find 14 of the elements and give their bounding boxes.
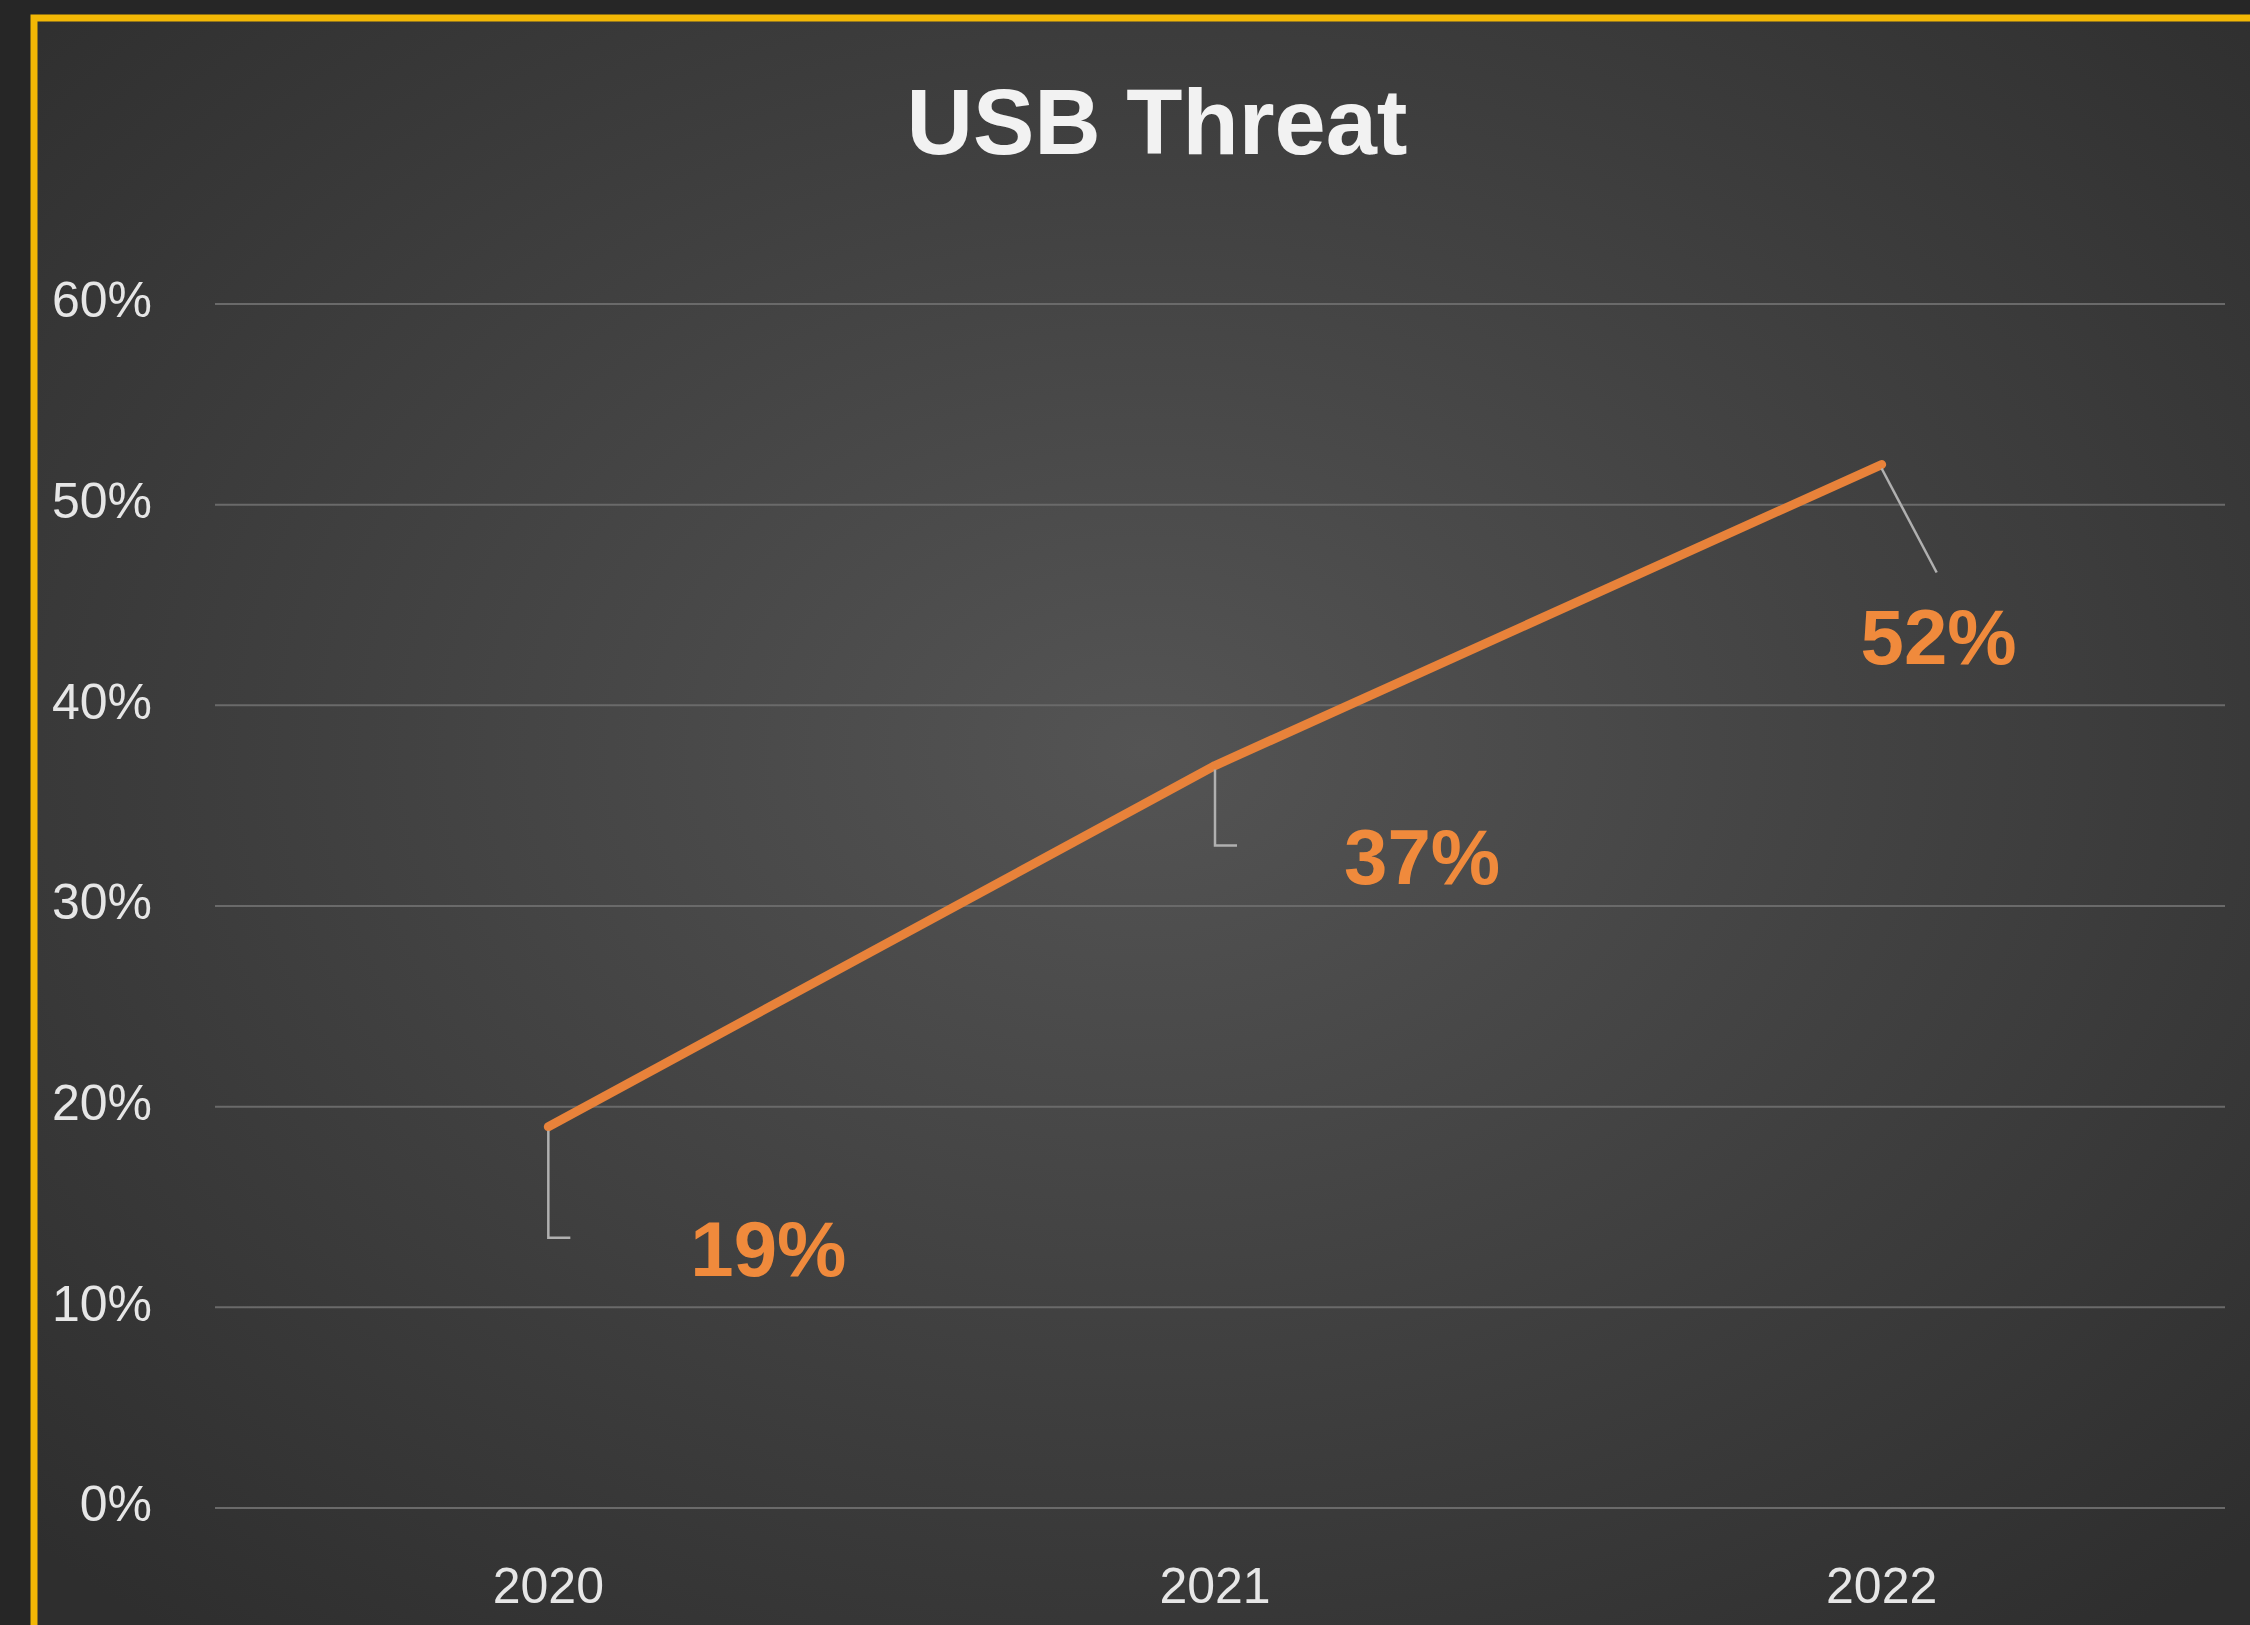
data-label: 37%	[1344, 813, 1501, 902]
x-tick-label: 2022	[1826, 1558, 1938, 1615]
y-tick-label: 0%	[79, 1476, 152, 1533]
y-tick-label: 20%	[51, 1074, 152, 1131]
x-tick-label: 2021	[1159, 1558, 1271, 1615]
data-label: 52%	[1860, 593, 2017, 682]
y-tick-label: 60%	[51, 272, 152, 329]
x-tick-label: 2020	[492, 1558, 604, 1615]
chart-title: USB Threat	[906, 71, 1408, 174]
y-tick-label: 50%	[51, 472, 152, 529]
y-tick-label: 10%	[51, 1275, 152, 1332]
y-tick-label: 30%	[51, 874, 152, 931]
data-label: 19%	[690, 1205, 847, 1294]
y-tick-label: 40%	[51, 673, 152, 730]
